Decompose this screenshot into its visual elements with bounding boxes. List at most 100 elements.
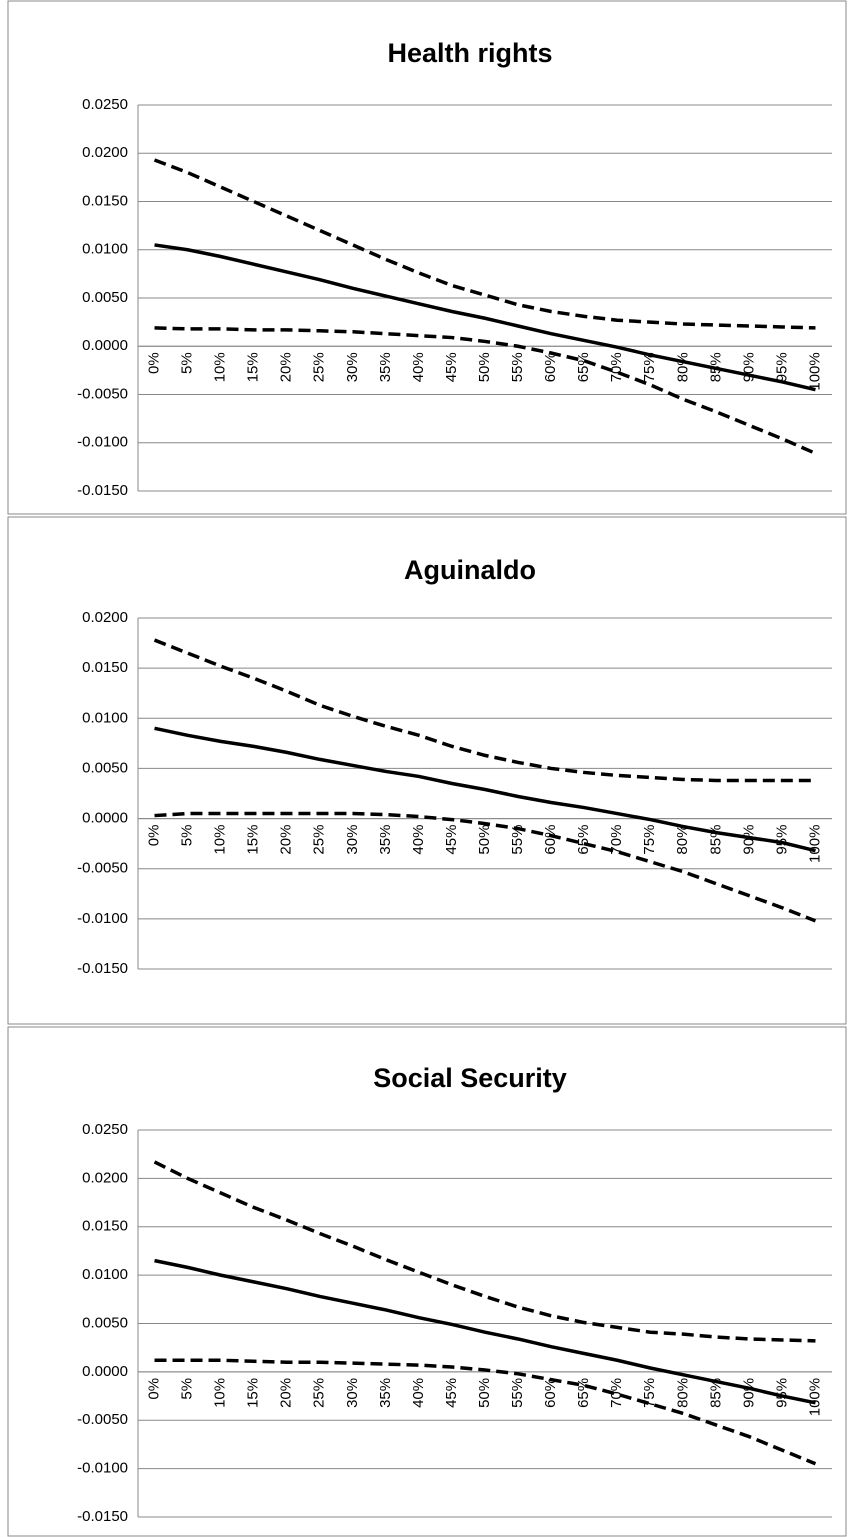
y-tick-label: 0.0250 [82, 1121, 128, 1138]
x-tick-label: 75% [641, 1378, 658, 1408]
x-tick-label: 25% [311, 1378, 328, 1408]
x-tick-label: 90% [740, 1378, 757, 1408]
y-tick-label: 0.0000 [82, 337, 128, 354]
x-tick-label: 50% [476, 352, 493, 382]
x-tick-label: 100% [806, 352, 823, 390]
x-tick-label: 5% [179, 352, 196, 374]
x-tick-label: 65% [575, 352, 592, 382]
x-tick-label: 75% [641, 825, 658, 855]
x-tick-label: 25% [311, 825, 328, 855]
x-tick-label: 55% [509, 1378, 526, 1408]
chart-frame [7, 516, 847, 1025]
x-tick-label: 0% [145, 352, 162, 374]
y-tick-label: 0.0050 [82, 1314, 128, 1331]
chart-title: Aguinaldo [404, 555, 536, 585]
x-tick-label: 90% [740, 825, 757, 855]
y-tick-label: 0.0100 [82, 709, 128, 726]
x-tick-label: 20% [278, 825, 295, 855]
x-tick-label: 70% [608, 1378, 625, 1408]
y-tick-label: -0.0050 [77, 1411, 128, 1428]
y-tick-label: -0.0050 [77, 385, 128, 402]
x-tick-label: 45% [443, 352, 460, 382]
y-tick-label: 0.0250 [82, 96, 128, 113]
x-tick-label: 30% [344, 825, 361, 855]
x-tick-label: 70% [608, 352, 625, 382]
chart-title: Health rights [387, 38, 552, 68]
x-tick-label: 35% [377, 825, 394, 855]
x-tick-label: 20% [278, 352, 295, 382]
chart-title: Social Security [373, 1063, 567, 1093]
chart-frame [7, 1026, 847, 1537]
y-tick-label: -0.0150 [77, 482, 128, 499]
x-tick-label: 60% [542, 825, 559, 855]
x-tick-label: 75% [641, 352, 658, 382]
x-tick-label: 50% [476, 1378, 493, 1408]
y-tick-label: 0.0100 [82, 1266, 128, 1283]
series-line [154, 1258, 816, 1405]
x-tick-label: 65% [575, 1378, 592, 1408]
y-tick-label: 0.0000 [82, 1363, 128, 1380]
series-line [154, 243, 816, 392]
x-tick-label: 35% [377, 352, 394, 382]
y-tick-label: 0.0200 [82, 609, 128, 626]
y-tick-label: 0.0150 [82, 659, 128, 676]
x-tick-label: 60% [542, 352, 559, 382]
x-tick-label: 20% [278, 1378, 295, 1408]
y-tick-label: -0.0050 [77, 860, 128, 877]
x-tick-label: 50% [476, 825, 493, 855]
y-tick-label: -0.0100 [77, 434, 128, 451]
series-line [153, 638, 816, 783]
x-tick-label: 60% [542, 1378, 559, 1408]
x-tick-label: 30% [344, 352, 361, 382]
x-tick-label: 45% [443, 1378, 460, 1408]
x-tick-label: 55% [509, 825, 526, 855]
x-tick-label: 95% [773, 352, 790, 382]
x-tick-label: 85% [707, 825, 724, 855]
series-line [154, 1358, 817, 1466]
x-tick-label: 25% [311, 352, 328, 382]
x-tick-label: 30% [344, 1378, 361, 1408]
x-tick-label: 100% [806, 825, 823, 863]
x-tick-label: 65% [575, 825, 592, 855]
x-tick-label: 15% [245, 825, 262, 855]
x-tick-label: 80% [674, 1378, 691, 1408]
x-tick-label: 10% [212, 1378, 229, 1408]
x-tick-label: 40% [410, 825, 427, 855]
y-tick-label: 0.0050 [82, 289, 128, 306]
x-tick-label: 0% [145, 1378, 162, 1400]
y-tick-label: 0.0150 [82, 1218, 128, 1235]
y-tick-label: 0.0200 [82, 144, 128, 161]
y-tick-label: 0.0000 [82, 810, 128, 827]
chart-frame [7, 0, 847, 515]
y-tick-label: -0.0100 [77, 1460, 128, 1477]
x-tick-label: 10% [212, 352, 229, 382]
x-tick-label: 5% [179, 825, 196, 847]
y-tick-label: 0.0100 [82, 241, 128, 258]
x-tick-label: 95% [773, 1378, 790, 1408]
x-tick-label: 80% [674, 825, 691, 855]
series-line [154, 811, 817, 923]
x-tick-label: 80% [674, 352, 691, 382]
y-tick-label: -0.0100 [77, 910, 128, 927]
y-tick-label: 0.0050 [82, 759, 128, 776]
series-line [154, 726, 816, 853]
x-tick-label: 0% [145, 825, 162, 847]
y-tick-label: -0.0150 [77, 1508, 128, 1525]
x-tick-label: 15% [245, 352, 262, 382]
x-tick-label: 70% [608, 825, 625, 855]
x-tick-label: 85% [707, 1378, 724, 1408]
y-tick-label: -0.0150 [77, 960, 128, 977]
series-line [153, 1160, 816, 1343]
x-tick-label: 40% [410, 352, 427, 382]
x-tick-label: 40% [410, 1378, 427, 1408]
x-tick-label: 55% [509, 352, 526, 382]
x-tick-label: 100% [806, 1378, 823, 1416]
x-tick-label: 45% [443, 825, 460, 855]
x-tick-label: 35% [377, 1378, 394, 1408]
x-tick-label: 5% [179, 1378, 196, 1400]
series-line [153, 158, 816, 330]
x-tick-label: 95% [773, 825, 790, 855]
y-tick-label: 0.0200 [82, 1169, 128, 1186]
